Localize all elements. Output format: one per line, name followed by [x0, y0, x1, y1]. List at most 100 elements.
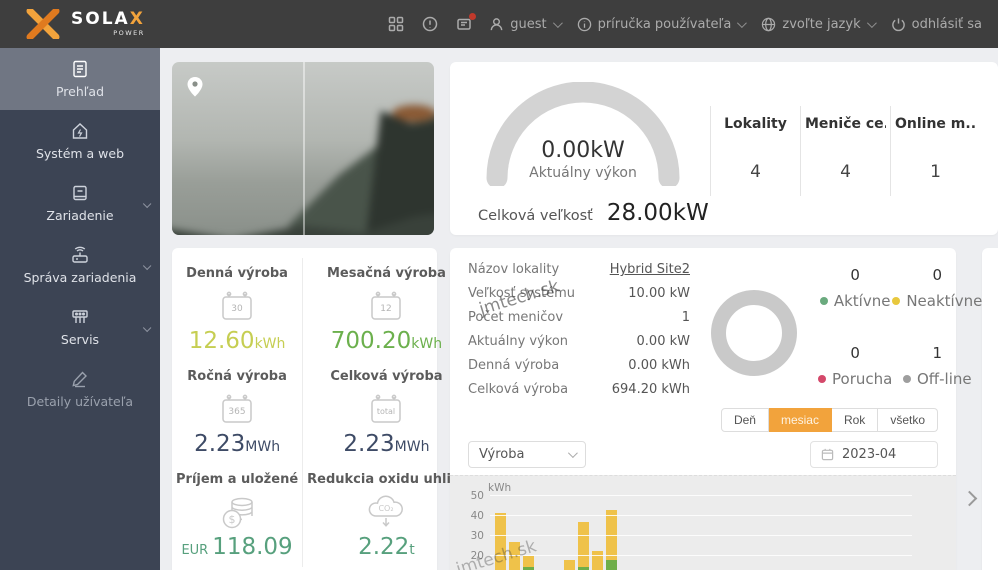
topbar: SOLAX POWER guest príručka použív [0, 0, 998, 48]
detail-row: Denná výroba 30 12.60kWh Mesačná výroba … [172, 248, 998, 570]
bar-day-12: 12 [646, 496, 660, 570]
manual-label: príručka používateľa [597, 16, 732, 32]
bar-day-11: 11 [632, 496, 646, 570]
apps-grid-icon[interactable] [387, 16, 404, 33]
sidebar-item-label: Správa zariadenia [23, 270, 137, 285]
sidebar-item-system-a-web[interactable]: Systém a web [0, 110, 160, 172]
overview-row: 0.00kW Aktuálny výkon Celková veľkosť 28… [172, 62, 998, 235]
topbar-actions: guest príručka používateľa zvoľte jazyk … [387, 12, 982, 33]
chart-controls: Výroba 2023-04 [468, 441, 938, 468]
co2-reduction-icon: CO₂ [369, 495, 404, 527]
metric-select[interactable]: Výroba [468, 441, 586, 468]
period-rok-button[interactable]: Rok [831, 408, 879, 432]
sidebar-item-servis[interactable]: Servis [0, 296, 160, 358]
calendar-total-icon: total [371, 394, 402, 423]
bar-day-7: 7 [577, 496, 591, 570]
tile-title: Denná výroba [186, 266, 288, 281]
tile-denna-vyroba: Denná výroba 30 12.60kWh [172, 258, 304, 361]
sidebar: Prehľad Systém a web Zariadenie Správa z… [0, 48, 160, 570]
status-dot [818, 375, 826, 383]
power-icon [891, 17, 905, 31]
bar-segment [578, 522, 590, 567]
brand-x: X [129, 9, 145, 30]
message-icon[interactable] [455, 12, 477, 33]
period-mesiac-button[interactable]: mesiac [768, 408, 832, 432]
stat-label: Online m... [895, 116, 976, 132]
gridline [490, 535, 912, 536]
overview-stats: Lokality 4 Meniče ce... 4 Online m... 1 [710, 106, 980, 196]
tile-value: 12.60kWh [188, 328, 286, 354]
total-capacity: Celková veľkosť 28.00kW [478, 200, 709, 226]
chevron-down-icon [737, 17, 748, 28]
bar-day-6: 6 [563, 496, 577, 570]
brand-logo: SOLAX POWER [26, 9, 145, 39]
user-icon [490, 17, 503, 30]
bar-day-14: 14 [673, 496, 687, 570]
stat-lokality: Lokality 4 [710, 106, 800, 196]
alarm-info-icon[interactable] [421, 16, 438, 33]
bar-day-9: 9 [604, 496, 618, 570]
svg-text:365: 365 [228, 407, 245, 417]
bar-segment [495, 513, 507, 570]
site-row: Veľkosť systému 10.00 kW [468, 286, 690, 301]
tile-mesacna-vyroba: Mesačná výroba 12 700.20kWh [303, 258, 470, 361]
inverter-icon [73, 185, 87, 201]
sidebar-item-label: Detaily užívateľa [26, 394, 134, 409]
sidebar-item-prehlad[interactable]: Prehľad [0, 48, 160, 110]
bar-day-3: 3 [522, 496, 536, 570]
brand-text: SOLAX POWER [71, 11, 145, 37]
status-porucha: 0 Porucha [818, 344, 892, 406]
svg-text:$: $ [229, 513, 236, 526]
total-capacity-value: 28.00kW [606, 200, 709, 226]
logout-button[interactable]: odhlásiť sa [891, 17, 982, 32]
y-axis-unit: kWh [488, 482, 512, 494]
user-menu[interactable]: guest [489, 16, 563, 32]
site-photo[interactable] [172, 62, 434, 235]
date-picker[interactable]: 2023-04 [810, 441, 938, 468]
status-offline: 1 Off-line [892, 344, 982, 406]
calendar-365-icon: 365 [222, 394, 252, 423]
chevron-down-icon [552, 17, 563, 28]
language-menu[interactable]: zvoľte jazyk [761, 17, 877, 32]
y-tick-label: 30 [470, 530, 484, 542]
chevron-down-icon [866, 17, 877, 28]
sidebar-item-label: Systém a web [35, 146, 125, 161]
bar-segment [522, 556, 534, 567]
bar-day-2: 2 [508, 496, 522, 570]
next-card-peek [982, 248, 998, 570]
period-vsetko-button[interactable]: všetko [878, 408, 938, 432]
status-aktivne: 0 Aktívne [818, 266, 892, 328]
site-name-link[interactable]: Hybrid Site2 [609, 262, 690, 277]
user-label: guest [510, 16, 547, 32]
calendar-12-icon: 12 [371, 291, 402, 320]
chevron-down-icon [567, 448, 578, 459]
sidebar-item-zariadenie[interactable]: Zariadenie [0, 172, 160, 234]
tile-rocna-vyroba: Ročná výroba 365 2.23MWh [172, 361, 304, 464]
sidebar-item-sprava-zariadenia[interactable]: Správa zariadenia [0, 234, 160, 296]
tile-prijem: Príjem a uložené $ EUR 118.09 [172, 464, 304, 567]
power-gauge: 0.00kW Aktuálny výkon [478, 81, 688, 192]
bar-segment [591, 551, 603, 570]
network-icon [72, 310, 88, 323]
sidebar-item-label: Zariadenie [46, 208, 114, 223]
period-den-button[interactable]: Deň [720, 408, 769, 432]
bar-day-16: 16 [701, 496, 715, 570]
brand-name: SOLA [71, 9, 130, 30]
bar-day-4: 4 [535, 496, 549, 570]
next-site-arrow-icon[interactable] [961, 490, 977, 506]
tile-value: 700.20kWh [330, 328, 443, 354]
bar-day-17: 17 [715, 496, 729, 570]
stat-value: 4 [750, 162, 761, 182]
solax-x-icon [26, 9, 60, 39]
sidebar-item-label: Servis [60, 332, 100, 347]
tile-title: Redukcia oxidu uhli... [307, 472, 466, 487]
photo-seam [303, 62, 305, 235]
sidebar-item-detaily-uzivatela[interactable]: Detaily užívateľa [0, 358, 160, 420]
manual-menu[interactable]: príručka používateľa [577, 16, 748, 32]
status-dot [892, 297, 901, 305]
tile-title: Ročná výroba [187, 369, 287, 384]
site-row: Počet meničov 1 [468, 310, 690, 325]
stat-label: Meniče ce... [805, 116, 886, 132]
status-grid: 0 Aktívne 0 Neaktívne 0 Porucha [818, 260, 982, 406]
current-power-value: 0.00kW [541, 138, 625, 163]
